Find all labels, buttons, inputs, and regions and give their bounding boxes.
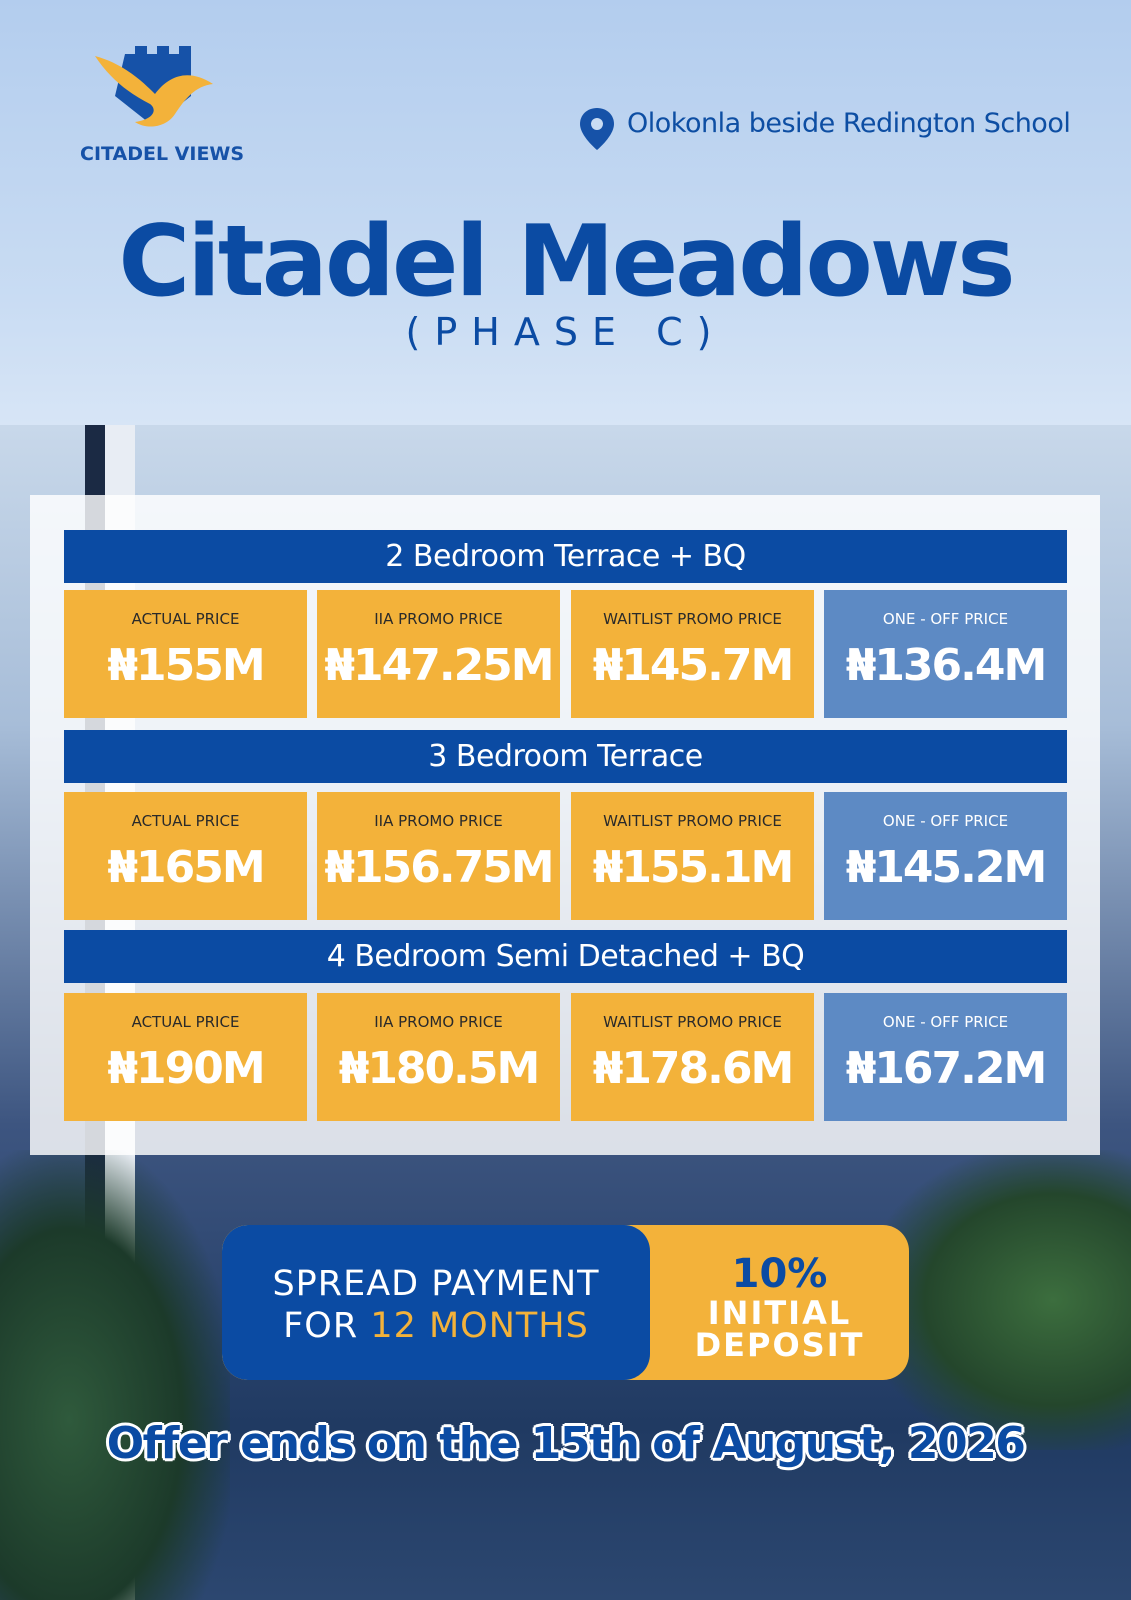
subtitle: (PHASE C) bbox=[405, 310, 726, 354]
payment-plan: SPREAD PAYMENT FOR 12 MONTHS bbox=[222, 1263, 650, 1347]
deposit-percent: 10% bbox=[731, 1251, 828, 1297]
group-header: 4 Bedroom Semi Detached + BQ bbox=[64, 930, 1067, 983]
payment-months: 12 MONTHS bbox=[370, 1306, 589, 1346]
price-label: ONE - OFF PRICE bbox=[882, 1013, 1009, 1031]
price-cell: ACTUAL PRICE ₦190M bbox=[64, 993, 307, 1121]
price-value: ₦155.1M bbox=[592, 842, 795, 893]
group-header: 2 Bedroom Terrace + BQ bbox=[64, 530, 1067, 583]
foliage bbox=[871, 1150, 1131, 1450]
price-label: ACTUAL PRICE bbox=[131, 812, 240, 830]
price-cell: WAITLIST PROMO PRICE ₦178.6M bbox=[571, 993, 814, 1121]
price-cell: WAITLIST PROMO PRICE ₦145.7M bbox=[571, 590, 814, 718]
price-cell: ACTUAL PRICE ₦155M bbox=[64, 590, 307, 718]
payment-banner: SPREAD PAYMENT FOR 12 MONTHS 10% INITIAL… bbox=[222, 1225, 909, 1380]
price-value: ₦167.2M bbox=[845, 1043, 1048, 1094]
location: Olokonla beside Redington School bbox=[627, 108, 1071, 139]
logo-icon bbox=[95, 46, 213, 127]
price-label: IIA PROMO PRICE bbox=[374, 610, 503, 628]
foliage bbox=[0, 1150, 230, 1600]
price-label: ACTUAL PRICE bbox=[131, 1013, 240, 1031]
price-label: IIA PROMO PRICE bbox=[374, 1013, 503, 1031]
price-cell: ONE - OFF PRICE ₦167.2M bbox=[824, 993, 1067, 1121]
price-cell: IIA PROMO PRICE ₦156.75M bbox=[317, 792, 560, 920]
price-value: ₦180.5M bbox=[338, 1043, 541, 1094]
price-value: ₦147.25M bbox=[324, 640, 554, 691]
offer-deadline: Offer ends on the 15th of August, 2026 bbox=[106, 1418, 1026, 1469]
price-cell: ACTUAL PRICE ₦165M bbox=[64, 792, 307, 920]
brand-name: CITADEL VIEWS bbox=[80, 143, 245, 165]
location-pin bbox=[580, 108, 614, 150]
title: Citadel Meadows bbox=[118, 205, 1015, 319]
price-cell: IIA PROMO PRICE ₦147.25M bbox=[317, 590, 560, 718]
payment-line: SPREAD PAYMENT bbox=[272, 1264, 600, 1304]
price-label: ACTUAL PRICE bbox=[131, 610, 240, 628]
price-cell: IIA PROMO PRICE ₦180.5M bbox=[317, 993, 560, 1121]
price-label: WAITLIST PROMO PRICE bbox=[603, 1013, 782, 1031]
price-label: WAITLIST PROMO PRICE bbox=[603, 812, 782, 830]
price-value: ₦156.75M bbox=[324, 842, 554, 893]
price-cell: ONE - OFF PRICE ₦136.4M bbox=[824, 590, 1067, 718]
price-value: ₦136.4M bbox=[845, 640, 1048, 691]
price-value: ₦178.6M bbox=[592, 1043, 795, 1094]
deposit-text: INITIAL DEPOSIT bbox=[694, 1294, 865, 1364]
payment-line: FOR bbox=[283, 1306, 359, 1346]
price-value: ₦145.7M bbox=[592, 640, 795, 691]
price-label: IIA PROMO PRICE bbox=[374, 812, 503, 830]
price-label: ONE - OFF PRICE bbox=[882, 812, 1009, 830]
payment-left bbox=[222, 1225, 650, 1380]
price-value: ₦190M bbox=[107, 1043, 265, 1094]
price-cell: WAITLIST PROMO PRICE ₦155.1M bbox=[571, 792, 814, 920]
price-cell: ONE - OFF PRICE ₦145.2M bbox=[824, 792, 1067, 920]
price-label: WAITLIST PROMO PRICE bbox=[603, 610, 782, 628]
price-value: ₦165M bbox=[107, 842, 265, 893]
price-label: ONE - OFF PRICE bbox=[882, 610, 1009, 628]
price-value: ₦145.2M bbox=[845, 842, 1048, 893]
price-value: ₦155M bbox=[107, 640, 265, 691]
group-header: 3 Bedroom Terrace bbox=[64, 730, 1067, 783]
